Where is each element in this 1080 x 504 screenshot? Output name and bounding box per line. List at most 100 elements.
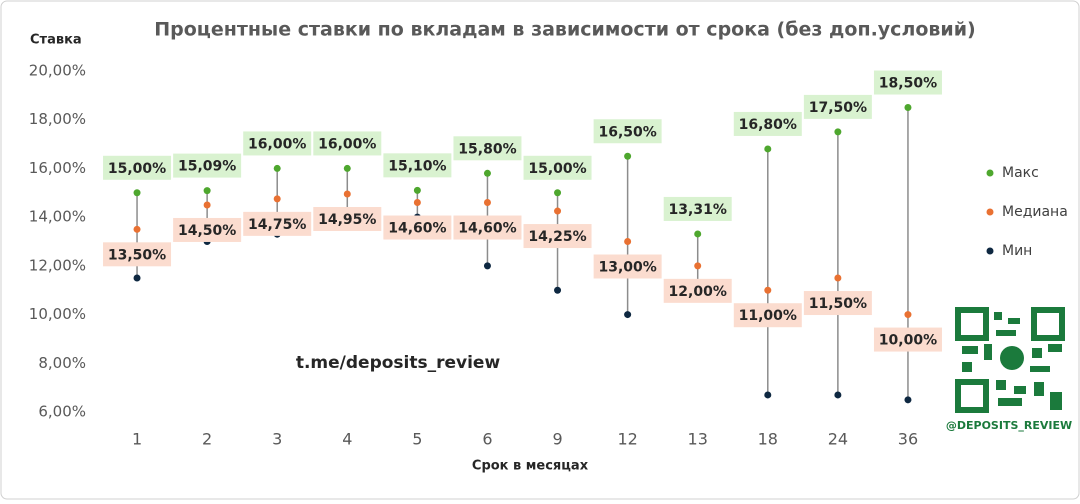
label-bg xyxy=(383,215,452,240)
chart-title: Процентные ставки по вкладам в зависимос… xyxy=(154,19,976,41)
label-bg xyxy=(873,327,942,352)
label-bg xyxy=(383,153,452,178)
legend-label: Мин xyxy=(1002,243,1032,259)
label-bg xyxy=(593,119,662,144)
point xyxy=(904,104,912,112)
y-tick-label: 16,00% xyxy=(29,159,86,177)
y-tick-label: 6,00% xyxy=(38,403,86,421)
value-label: 15,10% xyxy=(388,158,446,174)
label-bg xyxy=(663,196,732,221)
value-label: 14,75% xyxy=(248,217,306,233)
point xyxy=(483,199,491,207)
value-label: 14,25% xyxy=(528,229,586,245)
value-label: 15,00% xyxy=(108,161,166,177)
value-label: 15,00% xyxy=(528,161,586,177)
value-label: 15,09% xyxy=(178,159,236,175)
point xyxy=(834,391,842,399)
legend-marker xyxy=(986,247,994,255)
point xyxy=(413,199,421,207)
legend-marker xyxy=(986,169,994,177)
value-label: 10,00% xyxy=(879,333,937,349)
label-bg xyxy=(313,207,382,232)
label-bg xyxy=(803,94,872,119)
x-tick-label: 24 xyxy=(828,430,848,449)
point xyxy=(834,128,842,136)
point xyxy=(343,190,351,198)
point xyxy=(273,195,281,203)
x-tick-label: 4 xyxy=(342,430,352,449)
point xyxy=(413,186,421,194)
point xyxy=(133,274,141,282)
label-bg xyxy=(733,111,802,136)
point xyxy=(904,311,912,319)
point xyxy=(694,230,702,238)
label-bg xyxy=(593,254,662,279)
value-label: 14,50% xyxy=(178,223,236,239)
x-tick-label: 1 xyxy=(132,430,142,449)
label-bg xyxy=(453,136,522,161)
point xyxy=(273,164,281,172)
value-label: 16,80% xyxy=(739,117,797,133)
x-tick-label: 3 xyxy=(272,430,282,449)
point xyxy=(343,164,351,172)
point xyxy=(483,262,491,270)
label-bg xyxy=(173,217,242,242)
y-axis-title: Ставка xyxy=(30,33,82,48)
legend-marker xyxy=(986,208,994,216)
x-tick-label: 9 xyxy=(552,430,562,449)
x-tick-label: 13 xyxy=(688,430,708,449)
value-label: 17,50% xyxy=(809,100,867,116)
value-label: 18,50% xyxy=(879,76,937,92)
value-label: 16,00% xyxy=(248,136,306,152)
point xyxy=(694,262,702,270)
x-tick-label: 5 xyxy=(412,430,422,449)
label-bg xyxy=(873,70,942,95)
point xyxy=(554,207,562,215)
label-bg xyxy=(173,153,242,178)
x-axis-title: Срок в месяцах xyxy=(472,459,589,474)
qr-code xyxy=(955,307,1065,413)
label-bg xyxy=(803,291,872,316)
point xyxy=(904,396,912,404)
y-tick-label: 14,00% xyxy=(29,208,86,226)
label-bg xyxy=(103,155,172,180)
y-tick-label: 10,00% xyxy=(29,305,86,323)
label-bg xyxy=(103,242,172,267)
value-label: 12,00% xyxy=(669,284,727,300)
value-label: 11,00% xyxy=(739,308,797,324)
value-label: 11,50% xyxy=(809,296,867,312)
point xyxy=(554,189,562,197)
point xyxy=(764,391,772,399)
point xyxy=(624,152,632,160)
label-bg xyxy=(453,215,522,240)
label-bg xyxy=(313,131,382,156)
point xyxy=(133,189,141,197)
handle: @DEPOSITS_REVIEW xyxy=(946,419,1072,432)
point xyxy=(624,238,632,245)
point xyxy=(764,145,772,153)
y-tick-label: 8,00% xyxy=(38,354,86,372)
value-label: 14,95% xyxy=(318,212,376,228)
value-label: 14,60% xyxy=(458,221,516,237)
legend-label: Макс xyxy=(1002,165,1039,181)
value-label: 16,00% xyxy=(318,136,376,152)
point xyxy=(764,286,772,294)
watermark: t.me/deposits_review xyxy=(296,353,501,373)
x-tick-label: 6 xyxy=(482,430,492,449)
label-bg xyxy=(243,131,312,156)
value-label: 13,31% xyxy=(669,202,727,218)
value-label: 15,80% xyxy=(458,141,516,157)
label-bg xyxy=(663,278,732,303)
point xyxy=(624,311,632,319)
x-tick-label: 2 xyxy=(202,430,212,449)
y-tick-label: 18,00% xyxy=(29,110,86,128)
value-label: 13,50% xyxy=(108,247,166,263)
legend-label: Медиана xyxy=(1002,204,1068,220)
point xyxy=(203,187,211,195)
point xyxy=(834,274,842,282)
label-bg xyxy=(733,303,802,328)
label-bg xyxy=(243,211,312,236)
label-bg xyxy=(523,155,592,180)
value-label: 13,00% xyxy=(598,260,656,276)
